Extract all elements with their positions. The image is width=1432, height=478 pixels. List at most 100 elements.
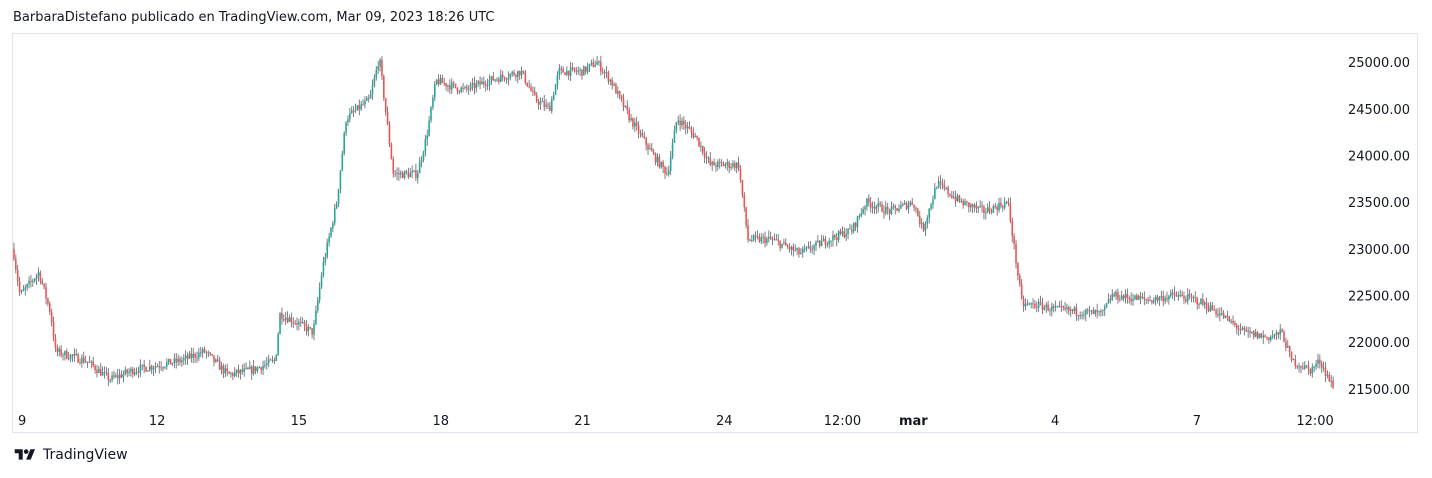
candle-body (292, 322, 295, 324)
candle-body (971, 204, 974, 208)
candle-body (630, 118, 632, 121)
candle-body (320, 275, 323, 288)
candle-body (318, 287, 321, 301)
candle-body (752, 235, 755, 241)
candle-body (873, 206, 876, 209)
chart-frame (12, 33, 1418, 433)
candle-body (349, 113, 351, 120)
candle-body (445, 83, 447, 87)
candle-body (769, 236, 772, 239)
candle-body (1249, 331, 1251, 333)
candle-body (156, 366, 159, 368)
candle-body (705, 157, 708, 159)
candle-body (698, 137, 700, 147)
candle-body (433, 83, 436, 98)
candle-body (511, 72, 513, 75)
candle-body (203, 349, 206, 353)
candle-body (1154, 296, 1157, 301)
candle-body (883, 211, 885, 214)
candle-body (252, 366, 255, 374)
candle-body (466, 86, 468, 89)
candle-body (177, 358, 179, 363)
candle-body (900, 205, 902, 209)
candle-body (333, 208, 336, 224)
candle-body (1096, 310, 1098, 312)
candle-body (437, 79, 440, 85)
candle-body (537, 101, 540, 105)
candle-body (158, 366, 161, 368)
price-tick-label: 25000.00 (1348, 56, 1410, 71)
candle-body (462, 87, 464, 89)
candle-body (379, 59, 381, 67)
candle-body (730, 166, 732, 168)
candle-body (898, 208, 900, 211)
footer-brand[interactable]: TradingView (13, 447, 128, 463)
candle-body (1305, 365, 1308, 367)
candle-body (839, 231, 842, 234)
candle-body (747, 225, 749, 240)
candle-body (366, 98, 368, 101)
candle-body (566, 70, 568, 75)
candle-body (1328, 374, 1331, 382)
candle-body (711, 161, 713, 165)
candle-body (67, 358, 70, 360)
candle-body (218, 360, 221, 370)
candle-body (1092, 310, 1095, 315)
candle-body (605, 72, 608, 74)
candle-body (794, 249, 797, 251)
candle-body (105, 372, 108, 374)
candle-body (73, 353, 76, 356)
candle-body (184, 355, 187, 359)
candle-body (32, 280, 34, 282)
candle-body (658, 156, 661, 168)
candle-body (952, 196, 955, 198)
candle-body (1177, 295, 1180, 297)
candle-body (1271, 336, 1274, 338)
candle-body (1075, 307, 1078, 316)
candle-body (756, 236, 759, 238)
candle-body (1043, 307, 1046, 310)
candle-body (881, 204, 883, 212)
candle-body (688, 126, 691, 129)
candle-body (1173, 292, 1176, 296)
candle-body (696, 135, 698, 138)
candle-body (115, 375, 117, 377)
candle-body (311, 328, 313, 335)
candle-body (1062, 306, 1064, 308)
candle-body (1256, 332, 1259, 339)
candle-body (1103, 307, 1106, 310)
time-tick-label: 15 (291, 414, 308, 429)
candle-body (1011, 220, 1014, 237)
candle-body (1275, 332, 1278, 335)
candle-body (249, 366, 251, 370)
candle-body (603, 72, 606, 74)
candle-body (1152, 300, 1155, 303)
candle-body (1269, 336, 1272, 341)
candle-body (352, 110, 355, 112)
candle-body (207, 352, 210, 354)
candle-body (815, 241, 817, 246)
candle-body (86, 361, 89, 363)
candle-body (622, 98, 625, 107)
candle-body (524, 72, 527, 83)
candle-body (179, 358, 181, 363)
price-tick-label: 24000.00 (1348, 149, 1410, 164)
candle-body (298, 321, 300, 325)
candle-body (1205, 302, 1208, 309)
candle-body (1068, 307, 1070, 311)
candle-body (722, 163, 725, 167)
candle-body (732, 163, 734, 167)
candle-body (841, 231, 844, 234)
candle-body (1232, 320, 1234, 323)
candle-body (522, 70, 525, 73)
candle-body (792, 246, 795, 251)
candle-body (181, 360, 183, 363)
candle-body (64, 351, 66, 356)
candle-body (1086, 309, 1089, 311)
candle-body (1222, 313, 1225, 318)
candle-body (1247, 331, 1249, 333)
candle-body (194, 353, 196, 358)
candle-body (1169, 292, 1172, 297)
candle-body (175, 358, 178, 363)
